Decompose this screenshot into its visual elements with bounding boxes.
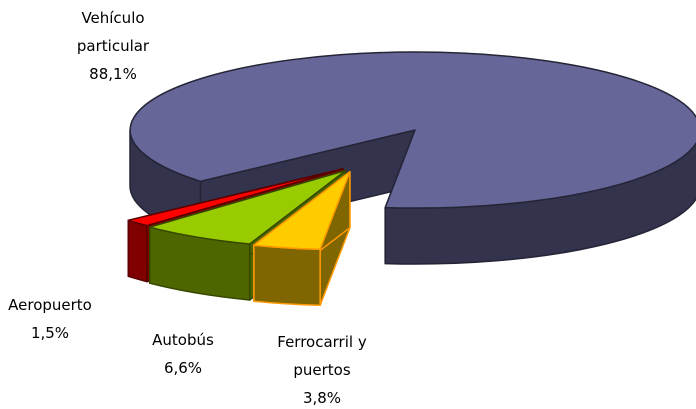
slice-label: Ferrocarril y puertos 3,8%: [262, 328, 382, 409]
category-label: Ferrocarril y puertos: [277, 333, 367, 379]
category-label: Autobús: [152, 331, 214, 349]
slice-top: [148, 169, 347, 245]
slice-top: [253, 170, 351, 251]
slice-label: Vehículo particular 88,1%: [58, 4, 168, 88]
slice-label: Aeropuerto 1,5%: [0, 291, 100, 347]
slice-wall: [253, 244, 321, 307]
slice-top: [127, 168, 344, 227]
slice-wall: [127, 219, 148, 283]
value-label: 88,1%: [89, 65, 137, 83]
value-label: 3,8%: [302, 389, 342, 407]
value-label: 1,5%: [30, 324, 70, 342]
category-label: Aeropuerto: [8, 296, 92, 314]
slice-top: [129, 51, 696, 209]
slice-label: Autobús 6,6%: [128, 326, 238, 382]
category-label: Vehículo particular: [76, 9, 150, 55]
value-label: 6,6%: [163, 359, 203, 377]
